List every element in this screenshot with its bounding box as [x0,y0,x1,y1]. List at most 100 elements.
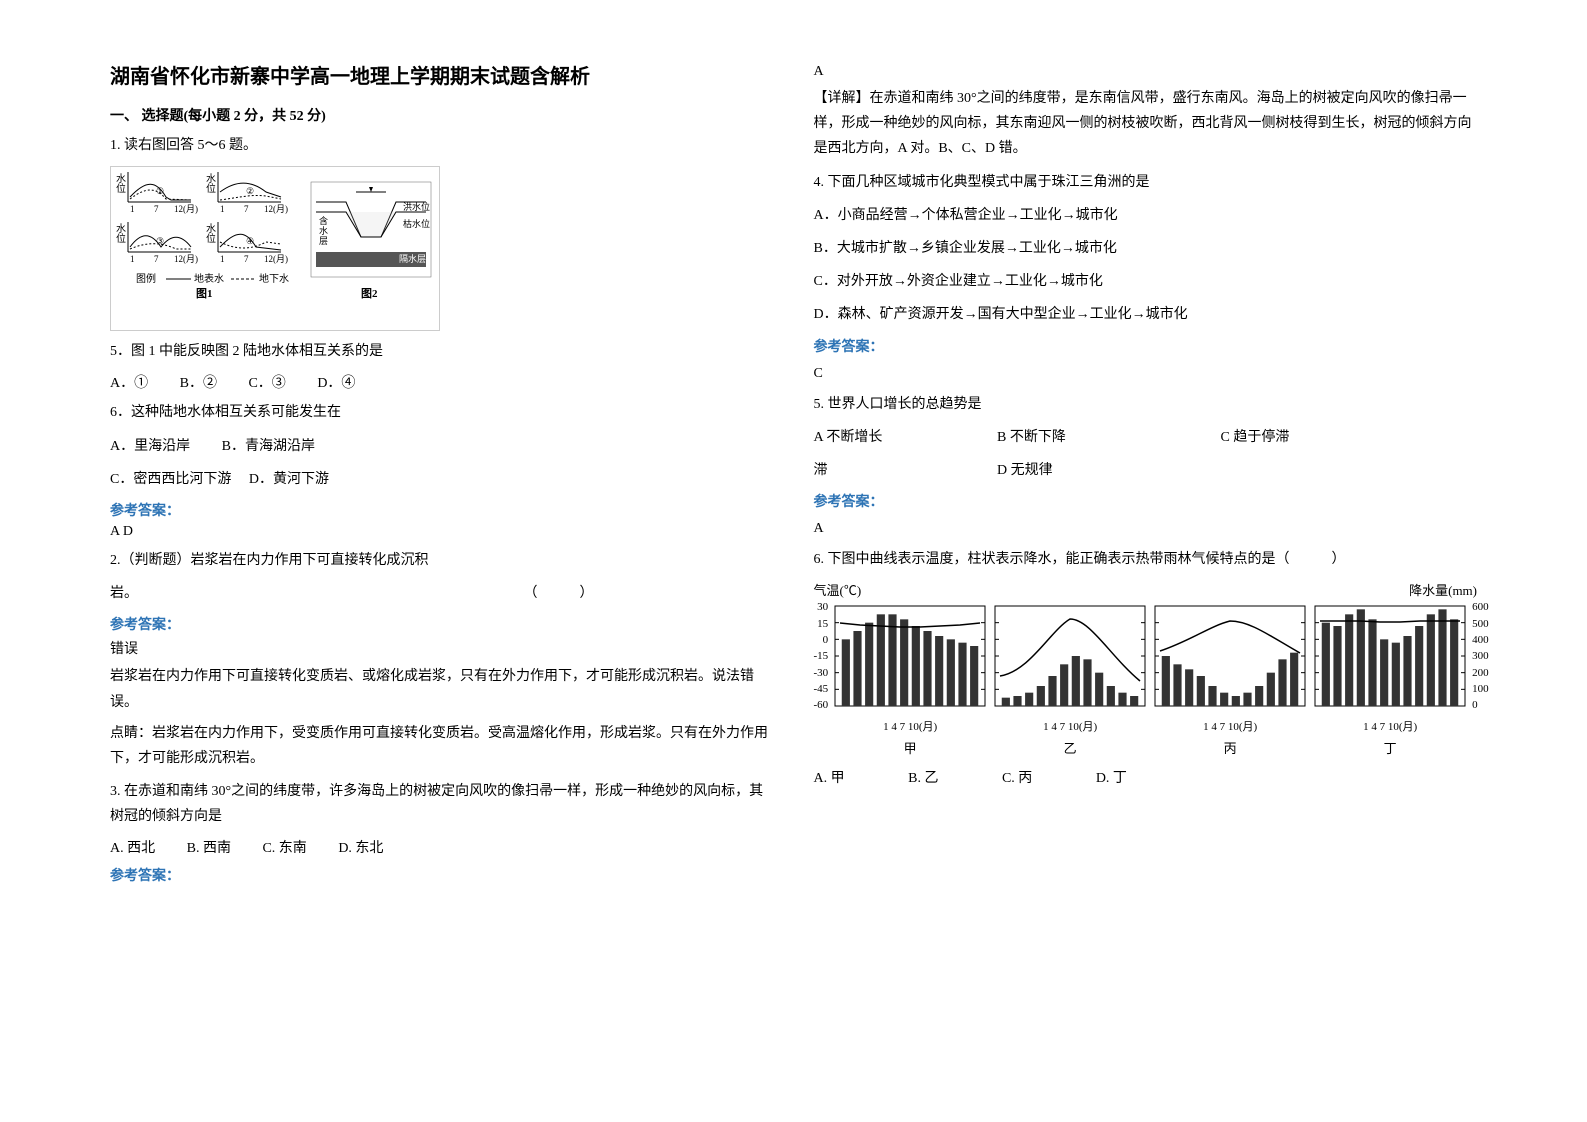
q1s6-d: D．黄河下游 [249,472,329,487]
q2-ans: 错误 [110,638,774,658]
q6-axis-labels: 气温(℃) 降水量(mm) [814,580,1478,601]
svg-text:位: 位 [206,232,216,245]
q5-b: B 不断下降 [997,425,1217,450]
svg-text:7: 7 [244,204,249,214]
pt0: 600 [1472,601,1489,613]
svg-text:位: 位 [116,232,126,245]
q4-ans-label: 参考答案： [814,336,1478,356]
svg-text:1: 1 [130,254,135,264]
q3-ans: A [814,64,1478,80]
climate-chart-1: 1 4 7 10(月) 乙 [990,601,1150,757]
q4-ans: C [814,366,1478,382]
xtick-label: 1 4 7 10(月) [1150,718,1310,734]
q2-paren: （ ） [524,581,594,606]
tt0: 30 [814,601,829,613]
pt1: 500 [1472,618,1489,630]
climate-chart-2: 1 4 7 10(月) 丙 [1150,601,1310,757]
svg-text:7: 7 [154,254,159,264]
xtick-label: 1 4 7 10(月) [830,718,990,734]
q1s5-a: A．① [110,372,148,392]
tt5: -45 [814,683,829,695]
svg-text:12(月): 12(月) [264,254,288,264]
svg-text:枯水位: 枯水位 [403,218,430,229]
q1-sub6-ab: A．里海沿岸 B．青海湖沿岸 [110,434,774,459]
q5-ans-label: 参考答案： [814,491,1478,511]
precip-axis-label: 降水量(mm) [1409,580,1477,599]
svg-text:1: 1 [220,204,225,214]
chart-caption: 丙 [1150,738,1310,757]
q4-b: B．大城市扩散→乡镇企业发展→工业化→城市化 [814,236,1478,261]
svg-text:水: 水 [319,225,328,236]
tt2: 0 [814,634,829,646]
section-1-head: 一、 选择题(每小题 2 分，共 52 分) [110,105,774,125]
chart-caption: 甲 [830,738,990,757]
chart-caption: 乙 [990,738,1150,757]
svg-text:①: ① [156,186,164,196]
svg-text:图1: 图1 [196,287,213,300]
pt6: 0 [1472,699,1489,711]
q6-text: 6. 下图中曲线表示温度，柱状表示降水，能正确表示热带雨林气候特点的是（ ） [814,547,1478,572]
q4-d: D．森林、矿产资源开发→国有大中型企业→工业化→城市化 [814,302,1478,327]
svg-text:1: 1 [130,204,135,214]
svg-text:地下水: 地下水 [259,272,289,285]
xtick-label: 1 4 7 10(月) [990,718,1150,734]
q3-a: A. 西北 [110,837,155,857]
svg-text:③: ③ [156,236,164,246]
xtick-label: 1 4 7 10(月) [1310,718,1470,734]
q5-a: A 不断增长 [814,425,994,450]
svg-text:12(月): 12(月) [174,204,198,214]
q1s5-b: B．② [180,372,217,392]
tt1: 15 [814,618,829,630]
q2-dianjing: 点睛：岩浆岩在内力作用下，受变质作用可直接转化变质岩。受高温熔化作用，形成岩浆。… [110,721,774,771]
q1s6-c: C．密西西比河下游 [110,472,231,487]
svg-text:隔水层: 隔水层 [399,253,426,264]
q2-yan: 岩。 [110,586,138,601]
climate-chart-0: 1 4 7 10(月) 甲 [830,601,990,757]
q3-c: C. 东南 [262,837,306,857]
svg-text:层: 层 [319,236,328,246]
q6-opts: A. 甲 B. 乙 C. 丙 D. 丁 [814,767,1478,787]
q6-chart-boxes: 1 4 7 10(月)甲1 4 7 10(月)乙1 4 7 10(月)丙1 4 … [830,601,1470,757]
tt4: -30 [814,667,829,679]
q5-c-tail: 滞 [814,458,994,483]
q6-b: B. 乙 [908,767,938,787]
right-column: A 【详解】在赤道和南纬 30°之间的纬度带，是东南信风带，盛行东南风。海岛上的… [794,60,1498,1062]
q4-text: 4. 下面几种区域城市化典型模式中属于珠江三角洲的是 [814,170,1478,195]
pt4: 200 [1472,667,1489,679]
svg-text:1: 1 [220,254,225,264]
pt5: 100 [1472,683,1489,695]
q5-opts-row1: A 不断增长 B 不断下降 C 趋于停滞 [814,425,1478,450]
q3-b: B. 西南 [187,837,231,857]
q3-d: D. 东北 [338,837,383,857]
left-column: 湖南省怀化市新寨中学高一地理上学期期末试题含解析 一、 选择题(每小题 2 分，… [90,60,794,1062]
temp-ticks: 30 15 0 -15 -30 -45 -60 [814,601,829,711]
pt3: 300 [1472,650,1489,662]
svg-text:12(月): 12(月) [264,204,288,214]
svg-text:含: 含 [319,215,328,226]
q2-line2: 岩。 （ ） [110,581,774,606]
q5-c: C 趋于停滞 [1221,430,1290,445]
q6-c: C. 丙 [1002,767,1032,787]
q1-sub6-cd: C．密西西比河下游 D．黄河下游 [110,467,774,492]
q1-ans-label: 参考答案： [110,500,774,520]
q2-ans-label: 参考答案： [110,614,774,634]
q4-c: C．对外开放→外资企业建立→工业化→城市化 [814,269,1478,294]
q1s5-c: C．③ [248,372,285,392]
svg-text:②: ② [246,186,254,196]
q1-sub6: 6．这种陆地水体相互关系可能发生在 [110,400,774,425]
svg-text:地表水: 地表水 [194,272,224,285]
q3-exp: 【详解】在赤道和南纬 30°之间的纬度带，是东南信风带，盛行东南风。海岛上的树被… [814,86,1478,162]
q5-ans: A [814,521,1478,537]
temp-axis-label: 气温(℃) [814,580,862,599]
q2-exp: 岩浆岩在内力作用下可直接转化变质岩、或熔化成岩浆，只有在外力作用下，才可能形成沉… [110,664,774,714]
q1s6-b: B．青海湖沿岸 [222,439,315,454]
q5-opts-row2: 滞 D 无规律 [814,458,1478,483]
pt2: 400 [1472,634,1489,646]
q1-sub5-opts: A．① B．② C．③ D．④ [110,372,774,392]
svg-text:7: 7 [154,204,159,214]
q6-a: A. 甲 [814,767,845,787]
tt3: -15 [814,650,829,662]
q5-text: 5. 世界人口增长的总趋势是 [814,392,1478,417]
q1-diagram: 水位 ① 1712(月) 水位 ② 1712(月) 水位 [110,166,440,331]
svg-text:④: ④ [246,236,254,246]
